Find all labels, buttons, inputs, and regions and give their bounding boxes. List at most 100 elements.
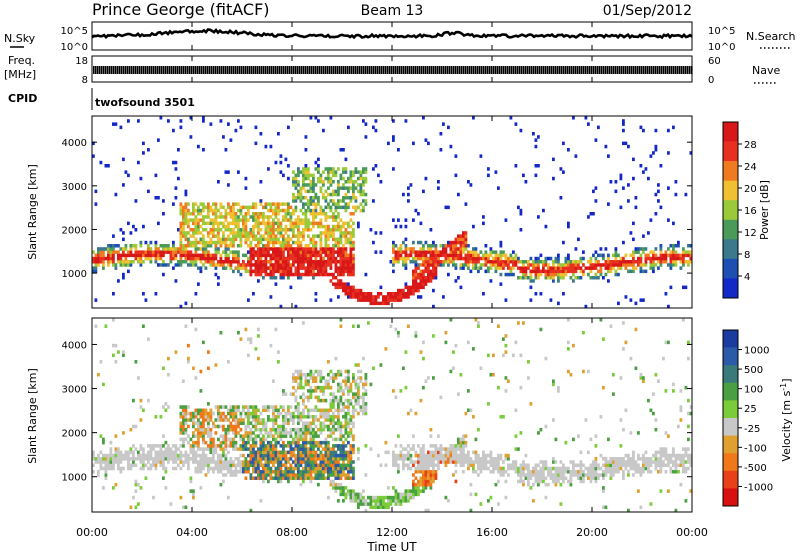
- power-cell: [304, 189, 308, 194]
- freq-sample: [553, 66, 555, 74]
- power-cell: [114, 266, 118, 270]
- power-cell: [244, 221, 248, 226]
- power-cell: [349, 212, 353, 216]
- velocity-cell: [197, 424, 200, 429]
- power-cell: [167, 263, 170, 267]
- velocity-cell: [227, 460, 230, 464]
- power-cell: [317, 263, 320, 267]
- power-cell: [664, 292, 668, 296]
- power-cell: [317, 170, 320, 174]
- power-cell: [314, 298, 318, 302]
- velocity-cell: [339, 431, 343, 435]
- velocity-cell: [292, 379, 295, 383]
- velocity-cell: [309, 372, 313, 377]
- velocity-cell: [204, 453, 208, 458]
- power-cell: [499, 244, 503, 248]
- power-cell: [187, 218, 190, 222]
- velocity-cell: [389, 499, 393, 503]
- power-cell: [217, 180, 220, 184]
- power-cell: [352, 263, 355, 267]
- velocity-cell: [119, 460, 123, 464]
- power-cell: [149, 256, 153, 261]
- power-cell: [439, 263, 443, 267]
- power-cell: [184, 250, 188, 254]
- power-cell: [179, 234, 183, 238]
- velocity-cell: [289, 457, 293, 461]
- power-cell: [304, 173, 308, 178]
- power-cell: [244, 228, 248, 232]
- power-cell: [334, 260, 338, 264]
- velocity-cell: [297, 440, 300, 445]
- velocity-cell: [252, 453, 255, 458]
- power-cell: [259, 237, 263, 242]
- velocity-cell: [432, 460, 435, 464]
- velocity-cell: [127, 453, 130, 458]
- power-cell: [404, 119, 408, 123]
- velocity-cell: [407, 499, 410, 503]
- velocity-cell: [159, 450, 163, 455]
- power-cell: [409, 288, 413, 293]
- power-cell: [219, 202, 223, 206]
- velocity-cell: [194, 440, 198, 445]
- power-cell: [222, 205, 225, 210]
- power-cell: [374, 119, 378, 123]
- velocity-cell: [329, 469, 333, 474]
- power-cell: [344, 288, 348, 293]
- power-cell: [237, 244, 240, 248]
- power-cell: [322, 266, 325, 270]
- velocity-cell: [297, 473, 300, 477]
- velocity-cell: [277, 476, 280, 480]
- power-cell: [227, 253, 230, 258]
- power-cell: [297, 189, 300, 194]
- freq-sample: [455, 66, 457, 74]
- velocity-cell: [227, 495, 230, 500]
- power-cell: [337, 199, 340, 203]
- velocity-cell: [184, 418, 188, 422]
- velocity-cell: [294, 408, 298, 413]
- power-cell: [564, 272, 568, 277]
- power-cell: [339, 237, 343, 242]
- velocity-cell: [132, 444, 135, 448]
- velocity-cell: [142, 324, 145, 328]
- power-cell: [402, 240, 405, 245]
- power-cell: [227, 260, 230, 264]
- power-cell: [184, 244, 188, 248]
- velocity-cell: [227, 418, 230, 422]
- power-cell: [664, 256, 668, 261]
- power-cell: [124, 260, 128, 264]
- power-cell: [424, 263, 428, 267]
- freq-sample: [465, 66, 467, 74]
- power-cell: [594, 266, 598, 270]
- velocity-cell: [304, 379, 308, 383]
- power-cell: [294, 272, 298, 277]
- power-cell: [652, 256, 655, 261]
- power-cell: [222, 260, 225, 264]
- velocity-cell: [349, 476, 353, 480]
- velocity-cell: [279, 476, 283, 480]
- freq-sample: [289, 66, 291, 74]
- velocity-cell: [327, 447, 330, 451]
- freq-sample: [675, 66, 677, 74]
- power-cell: [397, 247, 400, 251]
- power-cell: [564, 266, 568, 270]
- power-cell: [247, 208, 250, 213]
- velocity-cell: [234, 473, 238, 477]
- power-cell: [372, 199, 375, 203]
- freq-sample: [319, 66, 321, 74]
- velocity-heatmap: [92, 318, 693, 513]
- power-cell: [222, 240, 225, 245]
- freq-sample: [459, 66, 461, 74]
- power-cell: [339, 186, 343, 190]
- velocity-cell: [322, 392, 325, 396]
- velocity-cell: [359, 379, 363, 383]
- power-cell: [189, 244, 193, 248]
- power-cell: [332, 199, 335, 203]
- velocity-cell: [324, 476, 328, 480]
- power-cell: [134, 253, 138, 258]
- velocity-cell: [354, 395, 358, 400]
- velocity-cell: [309, 395, 313, 400]
- velocity-cell: [402, 453, 405, 458]
- velocity-cell: [234, 418, 238, 422]
- power-cell: [354, 288, 358, 293]
- power-cell: [474, 253, 478, 258]
